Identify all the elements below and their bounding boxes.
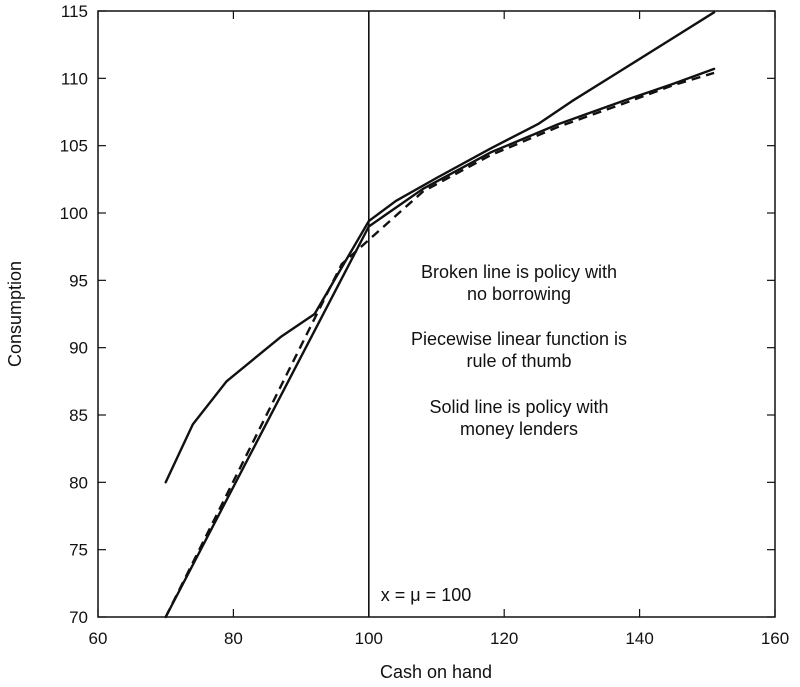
y-tick-label: 75 bbox=[69, 541, 88, 560]
series-line-rule-of-thumb bbox=[164, 11, 716, 484]
series-line-money-lenders bbox=[164, 67, 716, 619]
y-axis-title: Consumption bbox=[5, 261, 25, 367]
plot-frame bbox=[97, 10, 776, 618]
annotation-rule-of-thumb-line-2: rule of thumb bbox=[466, 351, 571, 371]
y-tick-label: 95 bbox=[69, 271, 88, 290]
y-tick-label: 105 bbox=[60, 137, 88, 156]
x-axis-ticks: 60 80 100 120 140 160 bbox=[89, 11, 789, 648]
x-tick-label: 160 bbox=[761, 629, 789, 648]
x-tick-label: 80 bbox=[224, 629, 243, 648]
y-tick-label: 115 bbox=[61, 2, 88, 21]
reference-line-label: x = μ = 100 bbox=[381, 585, 471, 605]
annotation-no-borrowing-line-1: Broken line is policy with bbox=[421, 262, 617, 282]
annotation-rule-of-thumb-line-1: Piecewise linear function is bbox=[411, 329, 627, 349]
y-tick-label: 85 bbox=[69, 406, 88, 425]
y-tick-label: 110 bbox=[61, 69, 88, 88]
y-axis-ticks: 70 75 80 85 90 95 100 105 110 115 bbox=[60, 2, 775, 627]
annotation-money-lenders-line-2: money lenders bbox=[460, 419, 578, 439]
x-axis-title: Cash on hand bbox=[380, 662, 492, 682]
y-tick-label: 100 bbox=[60, 204, 88, 223]
y-tick-label: 80 bbox=[69, 473, 88, 492]
series-line-no-borrowing bbox=[164, 71, 715, 618]
y-tick-label: 90 bbox=[69, 339, 88, 358]
x-tick-label: 140 bbox=[625, 629, 653, 648]
x-tick-label: 60 bbox=[89, 629, 108, 648]
x-tick-label: 120 bbox=[490, 629, 518, 648]
y-tick-label: 70 bbox=[69, 608, 88, 627]
x-tick-label: 100 bbox=[355, 629, 383, 648]
annotation-no-borrowing-line-2: no borrowing bbox=[467, 284, 571, 304]
series-layer bbox=[164, 11, 716, 619]
annotation-money-lenders-line-1: Solid line is policy with bbox=[429, 397, 608, 417]
